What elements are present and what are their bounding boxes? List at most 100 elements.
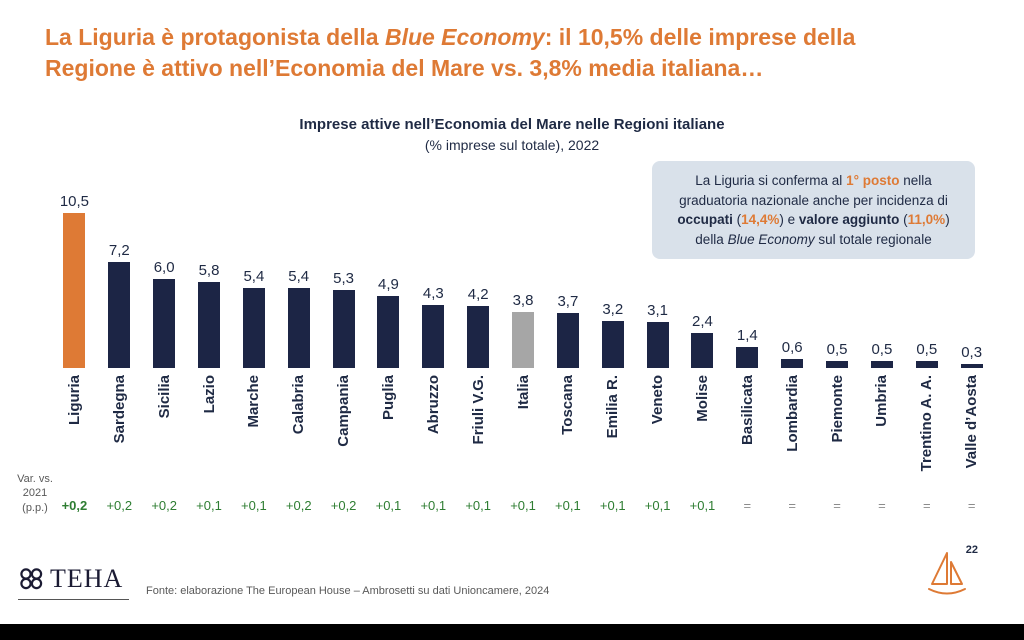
x-label-area: Calabria	[276, 368, 321, 496]
x-axis-label: Campania	[335, 375, 353, 447]
callout-text: nella graduatoria nazionale anche per in…	[679, 173, 948, 208]
bar-value-label: 0,5	[871, 341, 893, 358]
chart-subtitle: (% imprese sul totale), 2022	[424, 137, 600, 153]
bar-value-label: 5,3	[333, 270, 355, 287]
sailboat-icon	[928, 552, 966, 595]
callout-text: sul totale regionale	[814, 231, 932, 247]
x-axis-label: Puglia	[379, 375, 397, 421]
bar-area: 3,2	[590, 188, 635, 368]
callout-italic: Blue Economy	[727, 231, 815, 247]
bar-column: 3,8 Italia +0,1	[501, 188, 546, 513]
bar-area: 5,3	[321, 188, 366, 368]
variation-value: +0,1	[241, 498, 267, 513]
bar-value-label: 7,2	[108, 242, 130, 259]
bar-column: 0,5 Piemonte =	[815, 188, 860, 513]
x-label-area: Sardegna	[97, 368, 142, 496]
x-axis-label: Piemonte	[828, 375, 846, 443]
bar-area: 0,5	[859, 188, 904, 368]
bar-area: 0,5	[815, 188, 860, 368]
bar-italia	[512, 312, 535, 368]
bar-campania	[332, 290, 355, 368]
x-axis-label: Sicilia	[155, 375, 173, 419]
bar-calabria	[287, 288, 310, 368]
bar-puglia	[377, 296, 400, 368]
bar-area: 4,3	[411, 188, 456, 368]
variation-value: +0,2	[285, 498, 312, 513]
bar-column: 2,4 Molise +0,1	[680, 188, 725, 513]
bar-value-label: 0,5	[826, 341, 848, 358]
x-label-area: Umbria	[859, 368, 904, 496]
callout-text: (	[899, 212, 908, 228]
bar-column: 4,2 Friuli V.G. +0,1	[456, 188, 501, 513]
bar-value-label: 4,9	[378, 276, 399, 293]
title-segment: La Liguria è protagonista della	[45, 24, 385, 50]
x-label-area: Valle d’Aosta	[949, 368, 994, 496]
x-label-area: Campania	[321, 368, 366, 496]
bar-trentino-a-a-	[915, 361, 938, 368]
bar-column: 5,4 Calabria +0,2	[276, 188, 321, 513]
bar-basilicata	[736, 347, 759, 368]
bar-lombardia	[781, 359, 804, 368]
chart-title: Imprese attive nell’Economia del Mare ne…	[299, 116, 725, 133]
bar-column: 0,5 Umbria =	[859, 188, 904, 513]
x-label-area: Toscana	[545, 368, 590, 496]
x-label-area: Molise	[680, 368, 725, 496]
bar-area: 4,9	[366, 188, 411, 368]
page-number: 22	[965, 544, 978, 556]
x-axis-label: Sardegna	[110, 375, 128, 444]
bar-area: 4,2	[456, 188, 501, 368]
x-axis-label: Liguria	[65, 375, 83, 426]
x-axis-label: Basilicata	[738, 375, 756, 446]
bar-column: 10,5 Liguria +0,2	[52, 188, 97, 513]
variation-value: =	[743, 498, 752, 513]
bar-area: 2,4	[680, 188, 725, 368]
source-text: Fonte: elaborazione The European House –…	[146, 585, 550, 597]
x-axis-label: Umbria	[873, 375, 891, 427]
bar-column: 5,8 Lazio +0,1	[187, 188, 232, 513]
bar-area: 0,3	[949, 188, 994, 368]
title-segment: : il 10,5% delle imprese della	[544, 24, 856, 50]
variation-value: +0,1	[599, 498, 626, 513]
bar-molise	[691, 333, 714, 368]
bar-umbria	[870, 361, 893, 368]
x-axis-label: Calabria	[290, 375, 308, 435]
title-segment: Regione è attivo nell’Economia del Mare …	[45, 55, 764, 81]
x-axis-label: Friuli V.G.	[469, 375, 487, 445]
bar-value-label: 2,4	[692, 313, 713, 330]
variation-value: +0,1	[420, 498, 447, 513]
x-label-area: Sicilia	[142, 368, 187, 496]
bar-value-label: 4,2	[467, 286, 489, 303]
bar-emilia-r-	[601, 321, 624, 368]
x-axis-label: Toscana	[559, 375, 577, 435]
bar-column: 3,2 Emilia R. +0,1	[590, 188, 635, 513]
variation-value: +0,1	[689, 498, 716, 513]
bar-value-label: 6,0	[153, 259, 175, 276]
bar-area: 3,7	[545, 188, 590, 368]
bar-area: 6,0	[142, 188, 187, 368]
bar-column: 5,3 Campania +0,2	[321, 188, 366, 513]
bar-value-label: 1,4	[736, 327, 758, 344]
bar-value-label: 5,4	[288, 268, 310, 285]
x-axis-label: Lazio	[200, 375, 218, 414]
x-label-area: Puglia	[366, 368, 411, 496]
bar-area: 0,5	[904, 188, 949, 368]
x-axis-label: Veneto	[649, 375, 667, 425]
variation-axis-line: 2021	[22, 487, 48, 500]
variation-value: +0,1	[375, 498, 402, 513]
bar-sicilia	[153, 279, 176, 368]
bar-sardegna	[108, 262, 131, 368]
bar-marche	[242, 288, 265, 368]
bar-abruzzo	[422, 305, 445, 368]
x-label-area: Trentino A. A.	[904, 368, 949, 496]
bar-toscana	[556, 313, 579, 368]
variation-axis-label: Var. vs. 2021 (p.p.)	[10, 472, 60, 515]
variation-value: =	[922, 498, 931, 513]
callout-box: La Liguria si conferma al 1° posto nella…	[652, 161, 975, 260]
bar-value-label: 5,4	[243, 268, 265, 285]
bar-column: 5,4 Marche +0,1	[231, 188, 276, 513]
bar-value-label: 0,5	[916, 341, 938, 358]
bar-friuli-v-g-	[467, 306, 490, 368]
variation-value: =	[788, 498, 796, 513]
bar-area: 5,4	[231, 188, 276, 368]
x-axis-label: Valle d’Aosta	[963, 375, 981, 469]
